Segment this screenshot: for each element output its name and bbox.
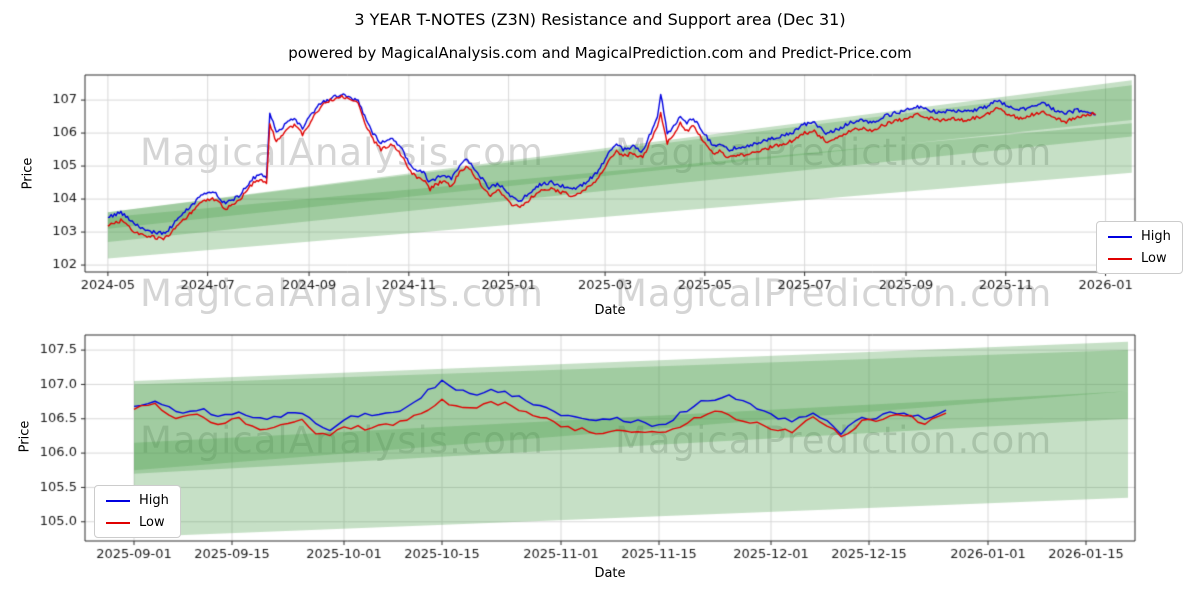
legend-bottom-chart: High Low — [94, 485, 181, 538]
legend-entry-high: High — [106, 493, 169, 508]
high-line-swatch — [1108, 235, 1132, 238]
legend-label-high: High — [139, 493, 169, 508]
low-line-swatch — [106, 521, 130, 524]
high-line-swatch — [106, 499, 130, 502]
y-axis-label-bottom: Price — [17, 420, 33, 453]
x-axis-label-top: Date — [594, 303, 626, 318]
y-axis-label-top: Price — [20, 157, 36, 190]
low-line-swatch — [1108, 257, 1132, 260]
legend-entry-high: High — [1108, 229, 1171, 244]
legend-entry-low: Low — [1108, 251, 1171, 266]
legend-top-chart: High Low — [1096, 221, 1183, 274]
x-axis-label-bottom: Date — [594, 566, 626, 581]
legend-label-high: High — [1141, 229, 1171, 244]
legend-entry-low: Low — [106, 515, 169, 530]
legend-label-low: Low — [1141, 251, 1167, 266]
legend-label-low: Low — [139, 515, 165, 530]
chart-subtitle: powered by MagicalAnalysis.com and Magic… — [288, 44, 912, 62]
chart-title: 3 YEAR T-NOTES (Z3N) Resistance and Supp… — [354, 10, 846, 29]
